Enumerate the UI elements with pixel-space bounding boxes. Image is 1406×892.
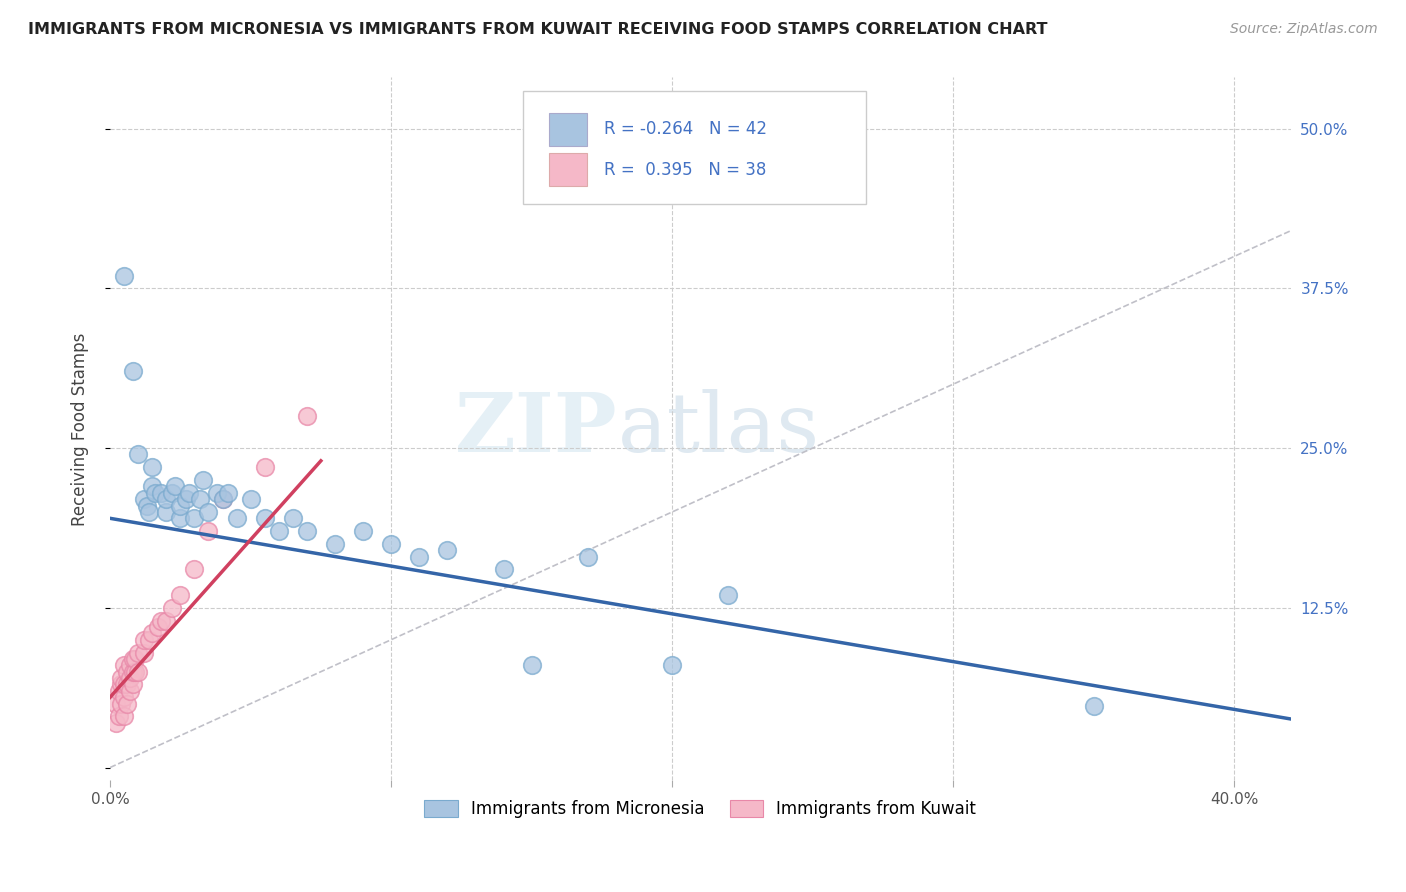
Point xyxy=(576,549,599,564)
Point xyxy=(118,671,141,685)
Legend: Immigrants from Micronesia, Immigrants from Kuwait: Immigrants from Micronesia, Immigrants f… xyxy=(418,793,983,825)
Point xyxy=(205,485,228,500)
Point xyxy=(118,658,141,673)
Point xyxy=(132,492,155,507)
Point xyxy=(135,499,157,513)
Point xyxy=(112,690,135,705)
Point xyxy=(112,677,135,691)
Point xyxy=(121,677,143,691)
Point xyxy=(197,505,219,519)
Point xyxy=(197,524,219,538)
Point xyxy=(118,683,141,698)
FancyBboxPatch shape xyxy=(523,92,866,204)
Point xyxy=(352,524,374,538)
Point xyxy=(211,492,233,507)
Point xyxy=(225,511,247,525)
Point xyxy=(174,492,197,507)
Point xyxy=(146,620,169,634)
Point xyxy=(169,511,191,525)
Point xyxy=(112,268,135,283)
Point xyxy=(253,511,276,525)
Point xyxy=(132,646,155,660)
Point xyxy=(169,588,191,602)
Point xyxy=(121,652,143,666)
Point xyxy=(239,492,262,507)
Point xyxy=(436,543,458,558)
Point xyxy=(661,658,683,673)
Point xyxy=(112,658,135,673)
Point xyxy=(160,600,183,615)
Point xyxy=(141,626,163,640)
Point xyxy=(138,505,160,519)
Point xyxy=(217,485,239,500)
Point xyxy=(143,485,166,500)
Point xyxy=(127,665,149,679)
Point xyxy=(177,485,200,500)
Y-axis label: Receiving Food Stamps: Receiving Food Stamps xyxy=(72,332,89,525)
Point xyxy=(188,492,211,507)
Point xyxy=(149,485,172,500)
Point xyxy=(107,683,129,698)
Point xyxy=(492,562,515,576)
Point xyxy=(155,614,177,628)
Point xyxy=(211,492,233,507)
Point xyxy=(183,511,205,525)
Text: atlas: atlas xyxy=(617,389,820,469)
Point xyxy=(110,697,132,711)
Point xyxy=(408,549,430,564)
Point xyxy=(267,524,290,538)
Text: IMMIGRANTS FROM MICRONESIA VS IMMIGRANTS FROM KUWAIT RECEIVING FOOD STAMPS CORRE: IMMIGRANTS FROM MICRONESIA VS IMMIGRANTS… xyxy=(28,22,1047,37)
Point xyxy=(132,632,155,647)
Text: ZIP: ZIP xyxy=(456,389,617,469)
Point xyxy=(160,485,183,500)
Point xyxy=(191,473,214,487)
Point xyxy=(112,709,135,723)
Point xyxy=(104,697,127,711)
Point xyxy=(107,709,129,723)
Point xyxy=(149,614,172,628)
Text: Source: ZipAtlas.com: Source: ZipAtlas.com xyxy=(1230,22,1378,37)
Point xyxy=(380,537,402,551)
Point xyxy=(169,499,191,513)
Point xyxy=(281,511,304,525)
Text: R = -0.264   N = 42: R = -0.264 N = 42 xyxy=(603,120,766,138)
Point xyxy=(717,588,740,602)
Point xyxy=(520,658,543,673)
Point xyxy=(138,632,160,647)
Point xyxy=(141,460,163,475)
Point xyxy=(295,409,318,423)
Point xyxy=(323,537,346,551)
Point xyxy=(141,479,163,493)
Point xyxy=(127,646,149,660)
Point xyxy=(115,697,138,711)
Point xyxy=(295,524,318,538)
Point xyxy=(115,677,138,691)
Point xyxy=(183,562,205,576)
Point xyxy=(253,460,276,475)
Point xyxy=(124,652,146,666)
Point xyxy=(104,715,127,730)
Text: R =  0.395   N = 38: R = 0.395 N = 38 xyxy=(603,161,766,178)
Bar xyxy=(550,153,588,186)
Point xyxy=(110,677,132,691)
Point xyxy=(163,479,186,493)
Point xyxy=(115,665,138,679)
Point xyxy=(121,665,143,679)
Point xyxy=(155,492,177,507)
Point xyxy=(155,505,177,519)
Point xyxy=(1083,699,1105,714)
Point xyxy=(124,665,146,679)
Point xyxy=(121,364,143,378)
Bar xyxy=(550,112,588,146)
Point xyxy=(110,671,132,685)
Point xyxy=(127,447,149,461)
